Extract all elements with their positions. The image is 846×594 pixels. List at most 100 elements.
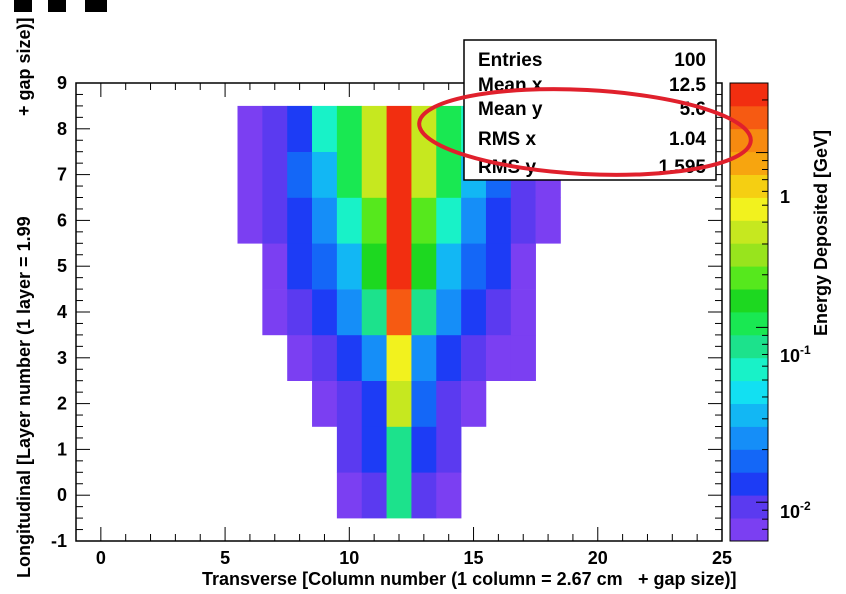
heatmap-cell [237,105,263,152]
heatmap-cell [336,472,363,519]
heatmap-cell [336,105,363,152]
y-axis-label: Longitudinal [Layer number (1 layer = 1.… [14,216,34,578]
heatmap-cell [262,243,288,290]
y-tick-label: 8 [57,119,67,139]
heatmap-cell [461,289,487,336]
x-tick-label: 25 [712,548,732,568]
x-tick-label: 0 [96,548,106,568]
heatmap-cell [287,243,313,290]
x-tick-label: 20 [588,548,608,568]
colorbar-swatch [730,220,768,244]
colorbar-swatch [730,495,768,519]
heatmap-cell [312,243,338,290]
colorbar-tick-label-1: 1 [780,187,790,207]
heatmap-cell [436,426,462,473]
heatmap-cell [411,472,437,519]
y-tick-label: -1 [51,531,67,551]
heatmap-cell [336,380,363,427]
heatmap-cell [336,151,363,198]
colorbar-ticks [756,99,768,542]
heatmap-cell [436,334,462,381]
heatmap-cell [287,289,313,336]
heatmap-cell [510,289,536,336]
heatmap-cell [237,197,263,244]
heatmap-cell [510,197,536,244]
heatmap-cell [386,426,412,473]
heatmap-cell [287,334,313,381]
heatmap-cell [461,334,487,381]
heatmap-cell [386,472,412,519]
heatmap-cell [361,334,387,381]
heatmap-cell [361,197,387,244]
colorbar-swatch [730,197,768,221]
stats-box: Entries 100 Mean x 12.5 Mean y 5.6 RMS x… [463,39,717,181]
heatmap-cell [361,151,387,198]
heatmap-cell [485,197,512,244]
stats-value-mean-x: 12.5 [669,75,706,96]
heatmap-cell [361,472,387,519]
x-tick-label: 5 [220,548,230,568]
heatmap-cell [262,105,288,152]
heatmap-cell [336,197,363,244]
colorbar-swatch [730,334,768,359]
heatmap-cell [237,151,263,198]
y-tick-label: 3 [57,348,67,368]
y-axis-label-suffix: + gap size)] [14,17,34,116]
y-tick-label: 9 [57,73,67,93]
colorbar-swatch [730,105,768,130]
heatmap-cell [485,334,512,381]
colorbar-tick-label-0.1: 10-1 [780,343,811,366]
heatmap-cell [262,197,288,244]
heatmap-cell [386,380,412,427]
colorbar-swatch [730,472,768,496]
heatmap-cell [436,243,462,290]
colorbar-tick-label-0.01: 10-2 [780,499,811,522]
y-tick-label: 6 [57,210,67,230]
colorbar-swatch [730,403,768,427]
colorbar-swatch [730,357,768,382]
heatmap-cell [361,243,387,290]
heatmap-cell [461,243,487,290]
stats-value-entries: 100 [674,50,706,71]
heatmap-cell [287,105,313,152]
colorbar-swatch [730,312,768,336]
colorbar-swatch [730,174,768,198]
heatmap-cell [485,289,512,336]
colorbar [730,83,768,542]
heatmap-cell [312,197,338,244]
heatmap-cell [336,334,363,381]
y-tick-label: 1 [57,439,67,459]
heatmap-cell [336,243,363,290]
y-tick-label: 5 [57,256,67,276]
stats-label-mean-y: Mean y [478,99,543,120]
heatmap-cell [386,243,412,290]
colorbar-swatch [730,243,768,267]
heatmap-cell [312,151,338,198]
y-tick-label: 2 [57,394,67,414]
colorbar-frame [729,82,769,542]
heatmap-cell [461,380,487,427]
heatmap-cell [287,151,313,198]
colorbar-swatch [730,151,768,175]
heatmap-cell [312,380,338,427]
heatmap-cell [262,289,288,336]
highlight-ellipse [417,87,753,177]
heatmap-cell [312,334,338,381]
colorbar-swatch [730,449,768,473]
heatmap-cell [361,380,387,427]
y-tick-label: 4 [57,302,67,322]
heatmap-cell [361,426,387,473]
cropped-title-fragment [14,0,107,12]
stats-label-rms-x: RMS x [478,129,537,150]
heatmap-cell [510,334,536,381]
heatmap-cell [312,289,338,336]
heatmap-cell [386,334,412,381]
heatmap-cell [386,197,412,244]
y-tick-label: 0 [57,485,67,505]
heatmap-cell [386,289,412,336]
heatmap-cell [386,151,412,198]
x-tick-label: 10 [339,548,359,568]
x-axis-label: Transverse [Column number (1 column = 2.… [202,569,623,589]
colorbar-swatch [730,289,768,313]
